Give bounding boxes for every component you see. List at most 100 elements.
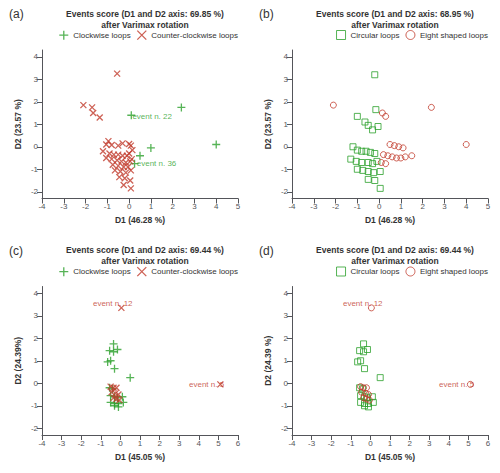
svg-text:after Varimax rotation: after Varimax rotation	[351, 256, 438, 266]
svg-text:D1 (46.28 %): D1 (46.28 %)	[115, 215, 165, 225]
svg-text:5: 5	[216, 439, 221, 448]
svg-text:after Varimax rotation: after Varimax rotation	[101, 256, 188, 266]
svg-text:0: 0	[368, 439, 373, 448]
svg-text:4: 4	[197, 439, 202, 448]
svg-text:D1 (45.05 %): D1 (45.05 %)	[365, 452, 415, 462]
svg-text:6: 6	[236, 439, 241, 448]
svg-text:3: 3	[34, 311, 39, 320]
svg-text:Eight shaped loops: Eight shaped loops	[420, 31, 488, 40]
svg-text:after Varimax rotation: after Varimax rotation	[101, 20, 188, 30]
svg-text:0: 0	[34, 142, 39, 151]
svg-text:5: 5	[236, 202, 241, 211]
svg-text:1: 1	[34, 120, 39, 129]
svg-text:-1: -1	[31, 401, 39, 410]
svg-text:D2 (23.57 %): D2 (23.57 %)	[263, 99, 273, 149]
svg-text:-2: -2	[31, 424, 39, 433]
svg-text:0: 0	[127, 202, 132, 211]
svg-text:-2: -2	[78, 439, 86, 448]
svg-text:-4: -4	[38, 202, 46, 211]
svg-text:3: 3	[284, 311, 289, 320]
svg-text:-4: -4	[38, 439, 46, 448]
svg-text:1: 1	[399, 202, 404, 211]
svg-text:1: 1	[388, 439, 393, 448]
svg-text:Counter-clockwise loops: Counter-clockwise loops	[151, 31, 238, 40]
svg-text:-2: -2	[31, 187, 39, 196]
svg-text:0: 0	[284, 379, 289, 388]
svg-text:event n. 12: event n. 12	[93, 299, 133, 308]
svg-text:D1 (45.05 %): D1 (45.05 %)	[115, 452, 165, 462]
svg-text:4: 4	[34, 52, 39, 61]
svg-text:-2: -2	[332, 202, 340, 211]
svg-text:Counter-clockwise loops: Counter-clockwise loops	[151, 267, 238, 276]
svg-text:-3: -3	[308, 439, 316, 448]
svg-text:-1: -1	[104, 202, 112, 211]
svg-text:-1: -1	[347, 439, 355, 448]
svg-text:(d): (d)	[259, 244, 274, 258]
svg-text:-1: -1	[31, 165, 39, 174]
svg-text:2: 2	[420, 202, 425, 211]
svg-text:2: 2	[170, 202, 175, 211]
svg-text:0: 0	[118, 439, 123, 448]
svg-text:4: 4	[447, 439, 452, 448]
svg-text:Clockwise loops: Clockwise loops	[73, 31, 130, 40]
svg-text:Events score (D1 and D2 axis:: Events score (D1 and D2 axis: 69.85 %)	[66, 9, 224, 19]
svg-text:Circular loops: Circular loops	[351, 31, 400, 40]
svg-text:(b): (b)	[259, 7, 274, 21]
svg-text:-3: -3	[310, 202, 318, 211]
svg-text:-2: -2	[82, 202, 90, 211]
svg-text:0: 0	[34, 379, 39, 388]
svg-text:4: 4	[34, 289, 39, 298]
svg-text:-1: -1	[281, 165, 289, 174]
svg-text:1: 1	[284, 120, 289, 129]
svg-text:Events score (D1 and D2 axis:: Events score (D1 and D2 axis: 69.44 %)	[66, 245, 224, 255]
svg-text:D2 (24.39 %): D2 (24.39 %)	[263, 336, 273, 386]
svg-text:-1: -1	[97, 439, 105, 448]
svg-text:2: 2	[157, 439, 162, 448]
svg-text:3: 3	[192, 202, 197, 211]
svg-text:0: 0	[377, 202, 382, 211]
svg-text:1: 1	[149, 202, 154, 211]
svg-text:3: 3	[427, 439, 432, 448]
svg-text:2: 2	[407, 439, 412, 448]
svg-text:4: 4	[214, 202, 219, 211]
svg-text:3: 3	[284, 75, 289, 84]
svg-text:1: 1	[284, 356, 289, 365]
svg-text:Events score (D1 and D2 axis:: Events score (D1 and D2 axis: 68.95 %)	[316, 9, 474, 19]
svg-text:3: 3	[34, 75, 39, 84]
svg-text:(a): (a)	[9, 7, 24, 21]
svg-text:6: 6	[486, 439, 491, 448]
svg-text:after Varimax rotation: after Varimax rotation	[351, 20, 438, 30]
svg-text:-1: -1	[281, 401, 289, 410]
svg-text:-3: -3	[58, 439, 66, 448]
svg-text:-4: -4	[288, 202, 296, 211]
svg-text:1: 1	[34, 356, 39, 365]
svg-text:event n. 5: event n. 5	[189, 380, 225, 389]
svg-text:5: 5	[486, 202, 491, 211]
svg-text:3: 3	[442, 202, 447, 211]
svg-text:Circular loops: Circular loops	[351, 267, 400, 276]
svg-text:4: 4	[284, 289, 289, 298]
svg-text:-3: -3	[60, 202, 68, 211]
svg-text:4: 4	[464, 202, 469, 211]
svg-text:D2 (23.57 %): D2 (23.57 %)	[13, 99, 23, 149]
svg-text:-2: -2	[328, 439, 336, 448]
svg-text:1: 1	[138, 439, 143, 448]
svg-text:event n. 36: event n. 36	[137, 159, 177, 168]
svg-text:D1 (46.28 %): D1 (46.28 %)	[365, 215, 415, 225]
svg-text:4: 4	[284, 52, 289, 61]
svg-text:2: 2	[284, 97, 289, 106]
svg-text:5: 5	[466, 439, 471, 448]
svg-text:event n. 5: event n. 5	[439, 380, 475, 389]
svg-text:-1: -1	[354, 202, 362, 211]
svg-text:-2: -2	[281, 424, 289, 433]
svg-text:Clockwise loops: Clockwise loops	[73, 267, 130, 276]
svg-text:event n. 22: event n. 22	[132, 112, 172, 121]
svg-text:(c): (c)	[9, 244, 23, 258]
svg-text:-2: -2	[281, 187, 289, 196]
svg-text:Events score (D1 and D2 axis:: Events score (D1 and D2 axis: 69.44 %)	[316, 245, 474, 255]
svg-text:event n. 12: event n. 12	[343, 299, 383, 308]
svg-text:D2 (24.39%): D2 (24.39%)	[13, 337, 23, 385]
svg-text:2: 2	[34, 97, 39, 106]
svg-text:3: 3	[177, 439, 182, 448]
svg-text:0: 0	[284, 142, 289, 151]
